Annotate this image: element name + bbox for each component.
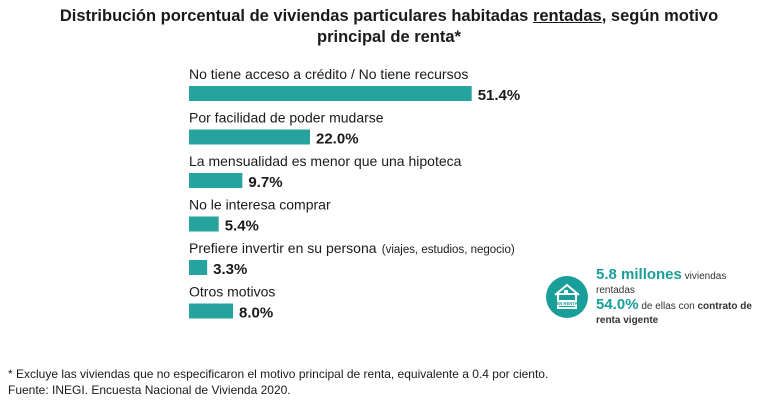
bar — [189, 216, 219, 232]
bar-chart: No tiene acceso a crédito / No tiene rec… — [189, 66, 521, 322]
value-label: 3.3% — [213, 261, 247, 278]
bar — [189, 303, 233, 319]
summary-callout: EN RENTA 5.8 millones viviendas rentadas… — [546, 266, 772, 338]
bar — [189, 86, 472, 101]
value-label: 22.0% — [316, 131, 359, 148]
title-part-1: Distribución porcentual de viviendas par… — [59, 7, 533, 25]
callout-pct: 54.0% — [596, 296, 639, 313]
value-label: 8.0% — [239, 305, 273, 322]
category-label: Prefiere invertir en su persona — [189, 240, 377, 256]
footnote-note: * Excluye las viviendas que no especific… — [8, 367, 549, 381]
callout-line-4: renta vigente — [596, 315, 659, 326]
category-label: No tiene acceso a crédito / No tiene rec… — [189, 66, 468, 82]
category-note: (viajes, estudios, negocio) — [382, 244, 515, 256]
title-part-2: , según motivo — [601, 7, 719, 25]
category-label: Por facilidad de poder mudarse — [189, 110, 384, 126]
callout-line-2: rentadas — [596, 285, 635, 296]
title-line-2: principal de renta* — [317, 28, 461, 46]
category-label: La mensualidad es menor que una hipoteca — [189, 153, 462, 169]
icon-text: EN RENTA — [556, 301, 577, 306]
callout-total: 5.8 millones — [596, 266, 682, 283]
category-label: Otros motivos — [189, 284, 275, 300]
value-label: 5.4% — [225, 218, 259, 235]
callout-pct-bold: contrato de — [697, 301, 752, 312]
bar — [189, 129, 310, 145]
category-label: No le interesa comprar — [189, 197, 331, 213]
callout-total-suffix: viviendas — [684, 271, 727, 282]
footnote-source: Fuente: INEGI. Encuesta Nacional de Vivi… — [8, 383, 291, 397]
bar — [189, 260, 208, 275]
house-for-rent-icon: EN RENTA — [546, 276, 588, 318]
callout-text: 5.8 millones viviendas rentadas 54.0% de… — [596, 266, 772, 328]
callout-pct-suffix: de ellas con — [641, 301, 695, 312]
footnote: * Excluye las viviendas que no especific… — [8, 366, 548, 398]
value-label: 9.7% — [248, 174, 282, 191]
value-label: 51.4% — [478, 87, 521, 104]
chart-title: Distribución porcentual de viviendas par… — [0, 6, 778, 48]
title-underlined: rentadas — [532, 7, 602, 25]
bar — [189, 173, 243, 188]
